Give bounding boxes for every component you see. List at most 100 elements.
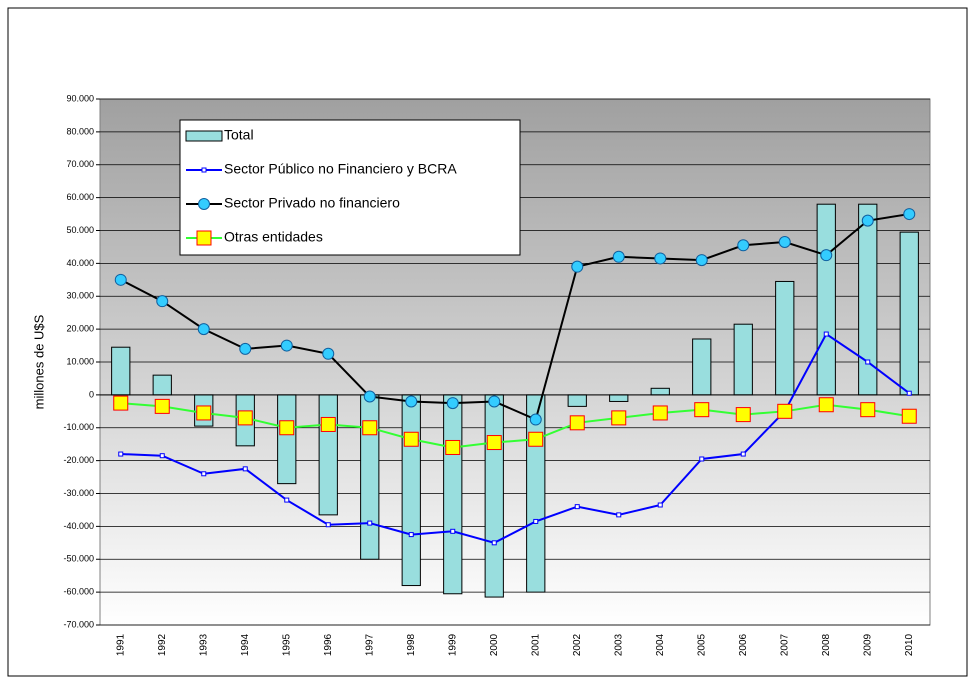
- bar: [567, 394, 587, 407]
- x-tick-label: 1996: [323, 633, 334, 656]
- bar: [816, 203, 836, 396]
- marker: [533, 518, 539, 524]
- y-tick-label: -10.000: [63, 422, 94, 432]
- x-tick-label: 1995: [281, 633, 292, 656]
- marker: [486, 435, 502, 451]
- marker: [239, 342, 252, 355]
- marker: [574, 504, 580, 510]
- legend-label: Sector Público no Financiero y BCRA: [224, 161, 457, 177]
- marker: [777, 403, 793, 419]
- x-tick-label: 1997: [364, 633, 375, 656]
- marker: [114, 273, 127, 286]
- marker: [612, 250, 625, 263]
- y-tick-label: 80.000: [66, 126, 94, 136]
- marker: [818, 397, 834, 413]
- x-tick-label: 2008: [821, 633, 832, 656]
- marker: [488, 395, 501, 408]
- x-tick-label: 2001: [530, 633, 541, 656]
- marker: [820, 249, 833, 262]
- marker: [367, 520, 373, 526]
- marker: [865, 359, 871, 365]
- x-tick-label: 2007: [779, 633, 790, 656]
- bar: [484, 394, 504, 598]
- y-tick-label: 10.000: [66, 356, 94, 366]
- x-tick-label: 1993: [198, 633, 209, 656]
- marker: [906, 390, 912, 396]
- y-tick-label: 0: [89, 389, 94, 399]
- marker: [529, 413, 542, 426]
- bar: [318, 394, 338, 516]
- marker: [113, 395, 129, 411]
- marker: [197, 323, 210, 336]
- marker: [694, 402, 710, 418]
- x-tick-label: 2000: [489, 633, 500, 656]
- marker: [861, 214, 874, 227]
- marker: [491, 540, 497, 546]
- x-tick-label: 2010: [904, 633, 915, 656]
- y-tick-label: 20.000: [66, 324, 94, 334]
- marker: [279, 420, 295, 436]
- x-tick-label: 1992: [157, 633, 168, 656]
- marker: [405, 395, 418, 408]
- legend-box: [179, 119, 521, 256]
- marker: [611, 410, 627, 426]
- bar: [692, 338, 712, 396]
- marker: [823, 331, 829, 337]
- marker: [735, 407, 751, 423]
- marker: [363, 390, 376, 403]
- legend: Total Sector Público no Financiero y BCRA…: [179, 119, 521, 256]
- marker: [159, 453, 165, 459]
- bar: [360, 394, 380, 560]
- marker: [280, 339, 293, 352]
- y-tick-label: 90.000: [66, 93, 94, 103]
- y-tick-label: 30.000: [66, 291, 94, 301]
- bar: [733, 323, 753, 396]
- bar: [775, 280, 795, 396]
- marker: [695, 254, 708, 267]
- marker: [320, 416, 336, 432]
- marker: [699, 456, 705, 462]
- legend-label: Sector Privado no financiero: [224, 195, 400, 211]
- marker: [362, 420, 378, 436]
- x-tick-label: 1991: [115, 633, 126, 656]
- legend-label: Total: [224, 127, 254, 143]
- marker: [201, 471, 207, 477]
- y-axis-label: millones de U$S: [31, 314, 46, 409]
- marker: [569, 415, 585, 431]
- y-tick-label: 60.000: [66, 192, 94, 202]
- bar: [899, 231, 919, 396]
- x-tick-label: 2004: [655, 633, 666, 656]
- marker: [778, 236, 791, 249]
- marker: [237, 410, 253, 426]
- y-tick-label: 40.000: [66, 258, 94, 268]
- x-tick-label: 1994: [240, 633, 251, 656]
- legend-label: Otras entidades: [224, 229, 323, 245]
- marker: [616, 512, 622, 518]
- y-tick-label: 50.000: [66, 225, 94, 235]
- marker: [903, 208, 916, 221]
- x-tick-label: 2005: [696, 633, 707, 656]
- marker: [408, 532, 414, 538]
- y-tick-label: -70.000: [63, 619, 94, 629]
- x-tick-label: 2002: [572, 633, 583, 656]
- marker: [445, 439, 461, 455]
- marker: [901, 408, 917, 424]
- marker: [154, 398, 170, 414]
- y-tick-label: -20.000: [63, 455, 94, 465]
- y-tick-label: -60.000: [63, 587, 94, 597]
- marker: [737, 239, 750, 252]
- marker: [284, 497, 290, 503]
- line: [120, 213, 910, 421]
- bar: [277, 394, 297, 485]
- marker: [571, 260, 584, 273]
- bar: [111, 346, 131, 396]
- y-tick-label: -50.000: [63, 554, 94, 564]
- legend-marker: [201, 167, 207, 173]
- marker: [403, 431, 419, 447]
- x-tick-label: 1999: [447, 633, 458, 656]
- bar: [401, 394, 421, 587]
- bar: [152, 374, 172, 396]
- y-tick-label: 70.000: [66, 159, 94, 169]
- marker: [156, 295, 169, 308]
